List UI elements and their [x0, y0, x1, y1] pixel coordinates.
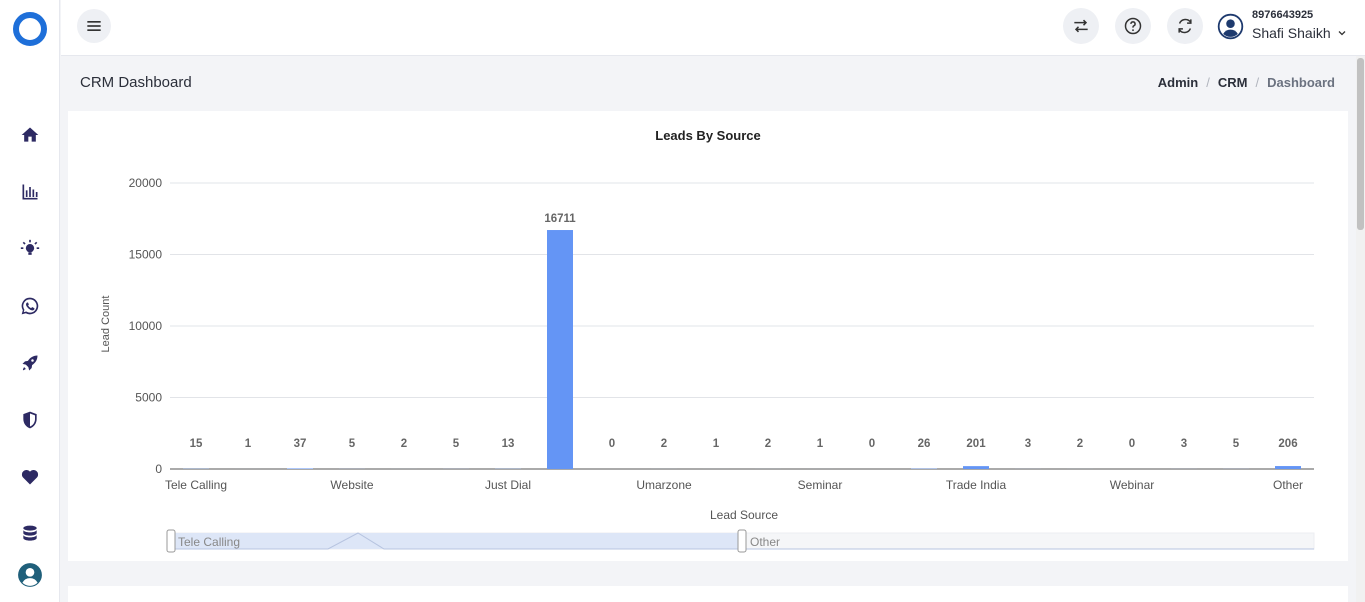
x-tick-label: Other — [1273, 478, 1303, 492]
refresh-button[interactable] — [1167, 8, 1203, 44]
user-phone: 8976643925 — [1252, 9, 1314, 21]
page-scrollbar[interactable] — [1356, 56, 1365, 602]
bar-chart-icon[interactable] — [18, 180, 42, 204]
sidebar — [0, 0, 60, 602]
bar-value-label: 26 — [918, 438, 931, 450]
database-icon[interactable] — [18, 522, 42, 546]
bar-value-label: 0 — [609, 438, 615, 450]
refresh-icon — [1178, 18, 1192, 34]
zoom-slider-selection — [170, 533, 742, 549]
y-tick-label: 0 — [155, 462, 162, 476]
bar-value-label: 1 — [245, 438, 252, 450]
help-button[interactable] — [1115, 8, 1151, 44]
bar-value-label: 37 — [294, 438, 307, 450]
bar-value-label: 2 — [1077, 438, 1083, 450]
breadcrumb-admin[interactable]: Admin — [1157, 75, 1199, 90]
bar — [287, 468, 313, 469]
bar-value-label: 3 — [1181, 438, 1187, 450]
breadcrumb-crm[interactable]: CRM — [1217, 75, 1248, 90]
y-tick-label: 10000 — [129, 319, 163, 333]
bar-value-label: 2 — [401, 438, 407, 450]
x-tick-label: Trade India — [946, 478, 1007, 492]
zoom-slider-end-label: Other — [750, 535, 780, 549]
y-tick-label: 5000 — [135, 391, 162, 405]
breadcrumb-separator: / — [1206, 75, 1210, 90]
y-tick-label: 20000 — [129, 176, 163, 190]
zoom-slider-right-handle[interactable] — [737, 529, 747, 553]
x-tick-label: Tele Calling — [165, 478, 227, 492]
avatar-icon — [1217, 13, 1244, 40]
bar-value-label: 2 — [661, 438, 667, 450]
x-tick-label: Webinar — [1110, 478, 1154, 492]
top-header: 8976643925 Shafi Shaikh — [61, 0, 1365, 56]
leads-by-source-card: Leads By Source 0 5000 10000 15000 20000 Lead … — [68, 111, 1348, 561]
bar-value-label: 5 — [1233, 438, 1240, 450]
chevron-down-icon — [1338, 31, 1346, 36]
bar-value-label: 0 — [869, 438, 875, 450]
bar-value-label: 206 — [1278, 438, 1297, 450]
leads-by-source-chart: Leads By Source05000100001500020000Lead … — [100, 128, 1315, 553]
x-axis-label: Lead Source — [710, 508, 778, 522]
breadcrumb-dashboard: Dashboard — [1267, 75, 1335, 90]
breadcrumb-separator: / — [1255, 75, 1260, 90]
bar — [547, 230, 573, 469]
whatsapp-icon[interactable] — [18, 294, 42, 318]
hamburger-menu-button[interactable] — [77, 9, 111, 43]
chart-title: Leads By Source — [655, 128, 761, 143]
x-tick-label: Seminar — [798, 478, 843, 492]
bar-value-label: 1 — [713, 438, 720, 450]
zoom-slider-mini-line — [170, 532, 1314, 550]
user-circle-icon[interactable] — [17, 562, 43, 588]
x-tick-label: Website — [330, 478, 373, 492]
user-menu[interactable]: 8976643925 Shafi Shaikh — [1217, 7, 1357, 47]
lightbulb-icon[interactable] — [18, 237, 42, 261]
bar-value-label: 201 — [966, 438, 986, 450]
bar — [1275, 466, 1301, 469]
bar-value-label: 5 — [453, 438, 460, 450]
home-icon[interactable] — [18, 123, 42, 147]
zoom-slider-start-label: Tele Calling — [178, 535, 240, 549]
app-logo[interactable] — [13, 12, 47, 46]
x-tick-label: Umarzone — [636, 478, 692, 492]
bar-value-label: 3 — [1025, 438, 1031, 450]
scrollbar-thumb[interactable] — [1357, 58, 1364, 230]
zoom-slider-left-handle[interactable] — [166, 529, 176, 553]
bar-value-label: 2 — [765, 438, 771, 450]
bar-value-label: 0 — [1129, 438, 1135, 450]
user-name: Shafi Shaikh — [1252, 25, 1331, 41]
question-circle-icon — [1124, 17, 1142, 35]
x-tick-label: Just Dial — [485, 478, 531, 492]
bar — [963, 466, 989, 469]
switch-button[interactable] — [1063, 8, 1099, 44]
y-tick-label: 15000 — [129, 248, 163, 262]
hamburger-icon — [87, 21, 101, 31]
bar-value-label: 1 — [817, 438, 824, 450]
bar-value-label: 13 — [502, 438, 515, 450]
breadcrumb: Admin / CRM / Dashboard — [1158, 75, 1335, 90]
bar-value-label: 16711 — [544, 213, 576, 225]
page-title: CRM Dashboard — [80, 74, 192, 91]
bar-value-label: 15 — [190, 438, 203, 450]
y-axis-label: Lead Count — [100, 296, 112, 353]
rocket-icon[interactable] — [18, 351, 42, 375]
swap-arrows-icon — [1074, 19, 1088, 33]
secondary-card — [68, 586, 1348, 602]
shield-icon[interactable] — [18, 408, 42, 432]
bar-value-label: 5 — [349, 438, 356, 450]
heart-icon[interactable] — [18, 465, 42, 489]
